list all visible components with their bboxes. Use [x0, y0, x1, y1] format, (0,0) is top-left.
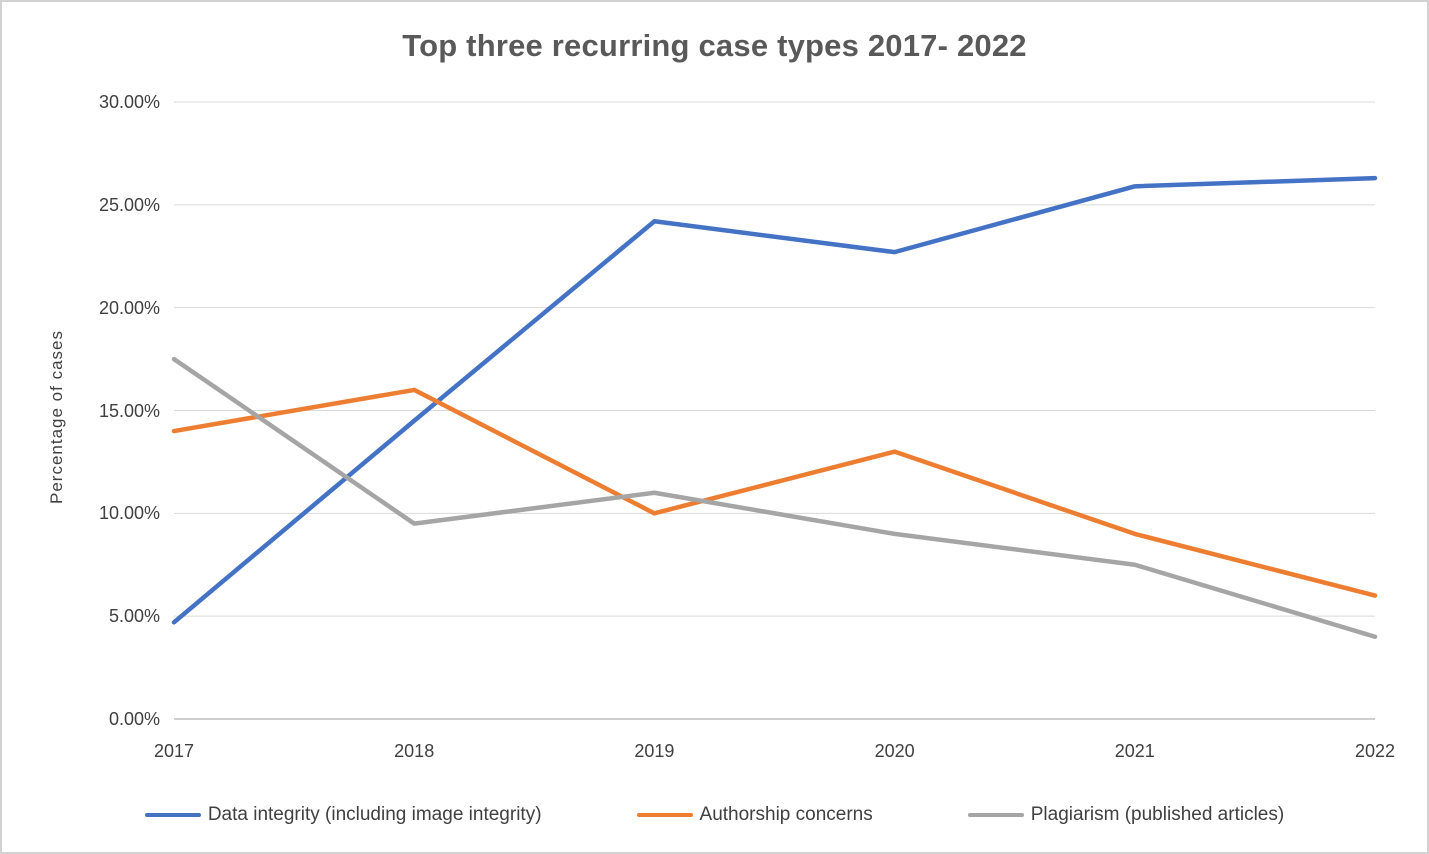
legend-item: Authorship concerns	[636, 804, 873, 826]
legend-label: Authorship concerns	[699, 804, 873, 825]
series-line-authorship-concerns	[171, 387, 1378, 598]
y-tick-label: 25.00%	[98, 194, 160, 215]
y-tick-label: 5.00%	[108, 606, 160, 627]
legend-label: Plagiarism (published articles)	[1030, 804, 1285, 825]
y-tick-label: 10.00%	[98, 503, 160, 524]
legend-label: Data integrity (including image integrit…	[207, 804, 542, 825]
y-tick-label: 20.00%	[98, 297, 160, 318]
y-tick-label: 30.00%	[98, 92, 160, 112]
series-line-plagiarism-published-articles	[171, 356, 1378, 639]
y-tick-label: 0.00%	[108, 709, 160, 729]
legend-item: Data integrity (including image integrit…	[144, 804, 542, 826]
x-tick-label: 2020	[874, 741, 915, 761]
chart-title: Top three recurring case types 2017- 202…	[402, 28, 1027, 63]
legend-line-swatch	[636, 813, 693, 817]
legend-line-swatch	[144, 813, 201, 817]
x-tick-label: 2017	[153, 741, 195, 761]
legend-line-swatch	[967, 813, 1024, 817]
series-line-data-integrity-including-image-integrity	[171, 175, 1378, 625]
y-tick-label: 15.00%	[98, 400, 160, 421]
chart-legend: Data integrity (including image integrit…	[2, 804, 1427, 826]
legend-item: Plagiarism (published articles)	[967, 804, 1285, 826]
x-tick-label: 2021	[1114, 741, 1155, 761]
x-tick-label: 2019	[634, 741, 675, 761]
x-tick-label: 2018	[394, 741, 435, 761]
x-tick-label: 2022	[1354, 741, 1396, 761]
